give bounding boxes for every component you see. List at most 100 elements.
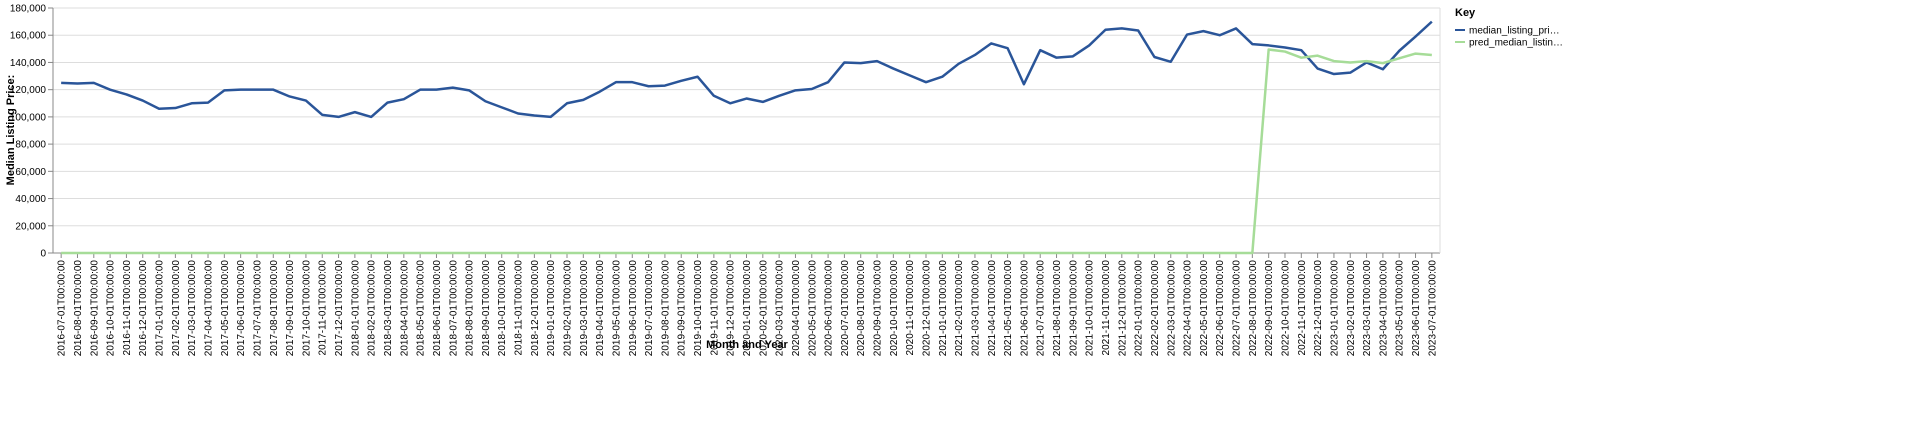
x-tick-label: 2017-12-01T00:00:00	[334, 260, 345, 357]
x-tick-label: 2021-11-01T00:00:00	[1101, 260, 1112, 356]
x-tick-label: 2021-12-01T00:00:00	[1117, 260, 1128, 357]
x-tick-label: 2018-08-01T00:00:00	[465, 260, 476, 357]
x-tick-label: 2022-12-01T00:00:00	[1313, 260, 1324, 357]
x-tick-label: 2018-09-01T00:00:00	[481, 260, 492, 357]
legend-title: Key	[1455, 7, 1476, 19]
y-tick-label: 160,000	[10, 31, 47, 42]
x-tick-label: 2019-05-01T00:00:00	[611, 260, 622, 357]
y-tick-label: 20,000	[15, 221, 46, 232]
y-tick-label: 60,000	[15, 167, 46, 178]
x-tick-label: 2018-02-01T00:00:00	[367, 260, 378, 357]
x-tick-label: 2023-07-01T00:00:00	[1427, 260, 1438, 357]
x-tick-label: 2020-02-01T00:00:00	[758, 260, 769, 357]
x-tick-label: 2020-03-01T00:00:00	[775, 260, 786, 357]
y-axis-title: Median Listing Price:	[5, 75, 17, 186]
x-tick-label: 2018-12-01T00:00:00	[530, 260, 541, 357]
y-tick-label: 180,000	[10, 4, 47, 15]
x-tick-label: 2021-03-01T00:00:00	[970, 260, 981, 357]
x-tick-label: 2018-11-01T00:00:00	[514, 260, 525, 356]
x-tick-label: 2019-09-01T00:00:00	[677, 260, 688, 357]
x-tick-label: 2019-03-01T00:00:00	[579, 260, 590, 357]
x-tick-label: 2019-04-01T00:00:00	[595, 260, 606, 357]
x-tick-label: 2020-10-01T00:00:00	[889, 260, 900, 357]
series-line	[61, 48, 1432, 255]
x-tick-label: 2022-02-01T00:00:00	[1150, 260, 1161, 357]
x-tick-label: 2020-01-01T00:00:00	[742, 260, 753, 357]
x-tick-label: 2016-08-01T00:00:00	[73, 260, 84, 357]
x-tick-label: 2022-11-01T00:00:00	[1297, 260, 1308, 356]
x-tick-label: 2023-03-01T00:00:00	[1362, 260, 1373, 357]
x-tick-label: 2019-12-01T00:00:00	[726, 260, 737, 357]
legend-label: median_listing_pri…	[1469, 26, 1560, 37]
x-tick-label: 2017-10-01T00:00:00	[301, 260, 312, 357]
x-tick-label: 2021-01-01T00:00:00	[938, 260, 949, 357]
x-tick-label: 2022-03-01T00:00:00	[1166, 260, 1177, 357]
x-tick-label: 2016-09-01T00:00:00	[89, 260, 100, 357]
x-tick-label: 2022-05-01T00:00:00	[1199, 260, 1210, 357]
x-tick-label: 2023-06-01T00:00:00	[1411, 260, 1422, 357]
x-tick-label: 2021-09-01T00:00:00	[1068, 260, 1079, 357]
x-tick-label: 2016-12-01T00:00:00	[138, 260, 149, 357]
x-tick-label: 2020-06-01T00:00:00	[824, 260, 835, 357]
x-tick-label: 2022-10-01T00:00:00	[1280, 260, 1291, 357]
x-tick-label: 2021-04-01T00:00:00	[987, 260, 998, 357]
x-tick-label: 2023-01-01T00:00:00	[1329, 260, 1340, 357]
x-tick-label: 2017-08-01T00:00:00	[269, 260, 280, 357]
x-tick-label: 2019-02-01T00:00:00	[563, 260, 574, 357]
x-tick-label: 2016-11-01T00:00:00	[122, 260, 133, 356]
x-tick-label: 2021-05-01T00:00:00	[1003, 260, 1014, 357]
y-tick-label: 120,000	[10, 85, 47, 96]
x-tick-label: 2020-11-01T00:00:00	[905, 260, 916, 356]
x-tick-label: 2017-03-01T00:00:00	[187, 260, 198, 357]
x-tick-label: 2021-02-01T00:00:00	[954, 260, 965, 357]
x-tick-label: 2018-01-01T00:00:00	[350, 260, 361, 357]
x-tick-label: 2017-06-01T00:00:00	[236, 260, 247, 357]
x-tick-label: 2020-09-01T00:00:00	[873, 260, 884, 357]
x-tick-label: 2018-06-01T00:00:00	[432, 260, 443, 357]
x-tick-label: 2022-07-01T00:00:00	[1232, 260, 1243, 357]
x-tick-label: 2018-10-01T00:00:00	[497, 260, 508, 357]
x-tick-label: 2018-07-01T00:00:00	[448, 260, 459, 357]
x-tick-label: 2023-02-01T00:00:00	[1346, 260, 1357, 357]
x-tick-label: 2020-05-01T00:00:00	[807, 260, 818, 357]
x-tick-label: 2023-05-01T00:00:00	[1395, 260, 1406, 357]
y-tick-label: 80,000	[15, 140, 46, 151]
y-tick-label: 140,000	[10, 58, 47, 69]
x-tick-label: 2017-05-01T00:00:00	[220, 260, 231, 357]
x-tick-label: 2021-08-01T00:00:00	[1052, 260, 1063, 357]
x-tick-label: 2020-08-01T00:00:00	[856, 260, 867, 357]
x-tick-label: 2022-08-01T00:00:00	[1248, 260, 1259, 357]
series-line	[61, 20, 1433, 119]
x-tick-label: 2022-01-01T00:00:00	[1134, 260, 1145, 357]
x-tick-label: 2022-09-01T00:00:00	[1264, 260, 1275, 357]
x-tick-label: 2019-07-01T00:00:00	[644, 260, 655, 357]
x-tick-label: 2021-10-01T00:00:00	[1085, 260, 1096, 357]
y-tick-label: 100,000	[10, 112, 47, 123]
x-tick-label: 2019-10-01T00:00:00	[693, 260, 704, 357]
x-tick-label: 2017-02-01T00:00:00	[171, 260, 182, 357]
x-tick-label: 2019-06-01T00:00:00	[628, 260, 639, 357]
y-tick-label: 40,000	[15, 194, 46, 205]
x-tick-label: 2020-04-01T00:00:00	[791, 260, 802, 357]
x-axis-title: Month and Year	[706, 339, 788, 351]
x-tick-label: 2018-04-01T00:00:00	[399, 260, 410, 357]
legend-label: pred_median_listin…	[1469, 38, 1563, 49]
x-tick-label: 2016-07-01T00:00:00	[57, 260, 68, 357]
x-tick-label: 2017-04-01T00:00:00	[204, 260, 215, 357]
x-tick-label: 2016-10-01T00:00:00	[106, 260, 117, 357]
x-tick-label: 2020-12-01T00:00:00	[921, 260, 932, 357]
x-tick-label: 2017-11-01T00:00:00	[318, 260, 329, 356]
x-tick-label: 2017-09-01T00:00:00	[285, 260, 296, 357]
y-tick-label: 0	[40, 249, 46, 260]
x-tick-label: 2017-01-01T00:00:00	[155, 260, 166, 357]
x-tick-label: 2018-05-01T00:00:00	[416, 260, 427, 357]
x-tick-label: 2019-11-01T00:00:00	[709, 260, 720, 356]
x-tick-label: 2019-08-01T00:00:00	[660, 260, 671, 357]
x-tick-label: 2021-07-01T00:00:00	[1036, 260, 1047, 357]
x-tick-label: 2020-07-01T00:00:00	[840, 260, 851, 357]
x-tick-label: 2022-06-01T00:00:00	[1215, 260, 1226, 357]
x-tick-label: 2019-01-01T00:00:00	[546, 260, 557, 357]
x-tick-label: 2018-03-01T00:00:00	[383, 260, 394, 357]
